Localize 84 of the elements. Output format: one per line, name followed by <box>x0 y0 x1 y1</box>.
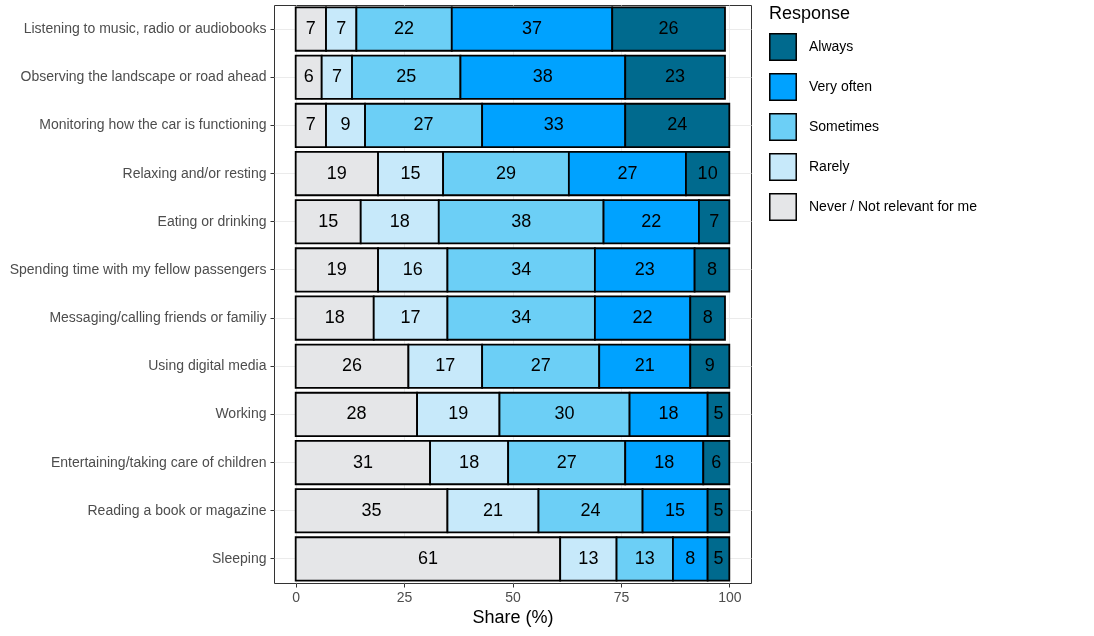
x-tick-label: 50 <box>505 588 521 605</box>
data-label: 34 <box>511 307 532 328</box>
data-label: 19 <box>326 162 347 183</box>
data-label: 17 <box>435 355 456 376</box>
data-label: 7 <box>305 114 316 135</box>
data-label: 19 <box>326 258 347 279</box>
x-axis-title: Share (%) <box>472 606 554 627</box>
data-label: 18 <box>459 451 480 472</box>
x-tick-label: 0 <box>292 588 301 605</box>
data-label: 37 <box>522 18 543 39</box>
data-label: 38 <box>511 210 532 231</box>
data-label: 18 <box>324 307 345 328</box>
legend-label: Always <box>809 38 854 54</box>
x-tick-label: 25 <box>396 588 413 605</box>
data-label: 34 <box>511 258 532 279</box>
data-label: 5 <box>713 499 724 520</box>
y-tick-label: Reading a book or magazine <box>87 501 267 518</box>
data-label: 13 <box>634 547 655 568</box>
y-tick-label: Sleeping <box>212 549 267 566</box>
x-tick-label: 100 <box>718 588 742 605</box>
data-label: 27 <box>530 355 551 376</box>
data-label: 27 <box>617 162 638 183</box>
legend-label: Rarely <box>809 158 850 174</box>
data-label: 7 <box>709 210 720 231</box>
y-tick-label: Messaging/calling friends or familiy <box>49 309 267 326</box>
data-label: 28 <box>346 403 367 424</box>
data-label: 15 <box>400 162 421 183</box>
data-label: 19 <box>448 403 469 424</box>
legend-label: Never / Not relevant for me <box>809 198 978 214</box>
data-label: 5 <box>713 403 724 424</box>
data-label: 25 <box>396 66 417 87</box>
data-label: 18 <box>389 210 410 231</box>
data-label: 16 <box>402 258 423 279</box>
data-label: 8 <box>685 547 696 568</box>
y-tick-label: Relaxing and/or resting <box>122 164 267 181</box>
data-label: 6 <box>711 451 722 472</box>
data-label: 31 <box>352 451 373 472</box>
data-label: 5 <box>713 547 724 568</box>
y-tick-label: Using digital media <box>148 357 267 374</box>
data-label: 15 <box>318 210 339 231</box>
data-label: 6 <box>303 66 314 87</box>
y-tick-label: Entertaining/taking care of children <box>50 453 267 470</box>
data-label: 22 <box>394 18 415 39</box>
data-label: 61 <box>417 547 438 568</box>
data-label: 29 <box>495 162 517 183</box>
y-tick-label: Working <box>215 405 267 422</box>
y-tick-label: Monitoring how the car is functioning <box>39 116 267 133</box>
y-tick-label: Listening to music, radio or audiobooks <box>23 20 267 37</box>
y-tick-label: Eating or drinking <box>157 212 267 229</box>
data-label: 10 <box>697 162 718 183</box>
data-label: 33 <box>543 114 564 135</box>
data-label: 21 <box>634 355 655 376</box>
y-tick-label: Spending time with my fellow passengers <box>9 260 267 277</box>
data-label: 24 <box>667 114 688 135</box>
data-label: 27 <box>413 114 434 135</box>
data-label: 13 <box>578 547 599 568</box>
data-label: 38 <box>532 66 553 87</box>
data-label: 22 <box>632 307 653 328</box>
data-label: 7 <box>305 18 316 39</box>
y-tick-label: Observing the landscape or road ahead <box>20 68 267 85</box>
data-label: 35 <box>361 499 382 520</box>
data-label: 21 <box>482 499 503 520</box>
data-label: 23 <box>665 66 686 87</box>
data-label: 18 <box>654 451 675 472</box>
data-label: 9 <box>340 114 351 135</box>
data-label: 7 <box>336 18 347 39</box>
data-label: 27 <box>556 451 577 472</box>
data-label: 9 <box>704 355 715 376</box>
legend-label: Very often <box>809 78 873 94</box>
data-label: 17 <box>400 307 421 328</box>
data-label: 7 <box>331 66 342 87</box>
data-label: 18 <box>658 403 679 424</box>
data-label: 22 <box>641 210 662 231</box>
data-label: 26 <box>342 355 363 376</box>
data-label: 24 <box>580 499 601 520</box>
data-label: 26 <box>658 18 679 39</box>
legend-label: Sometimes <box>809 118 880 134</box>
data-label: 8 <box>706 258 717 279</box>
data-label: 8 <box>702 307 713 328</box>
data-label: 30 <box>554 403 575 424</box>
data-label: 23 <box>634 258 655 279</box>
x-tick-label: 75 <box>613 588 630 605</box>
data-label: 15 <box>665 499 686 520</box>
legend-title: Response <box>769 3 851 23</box>
